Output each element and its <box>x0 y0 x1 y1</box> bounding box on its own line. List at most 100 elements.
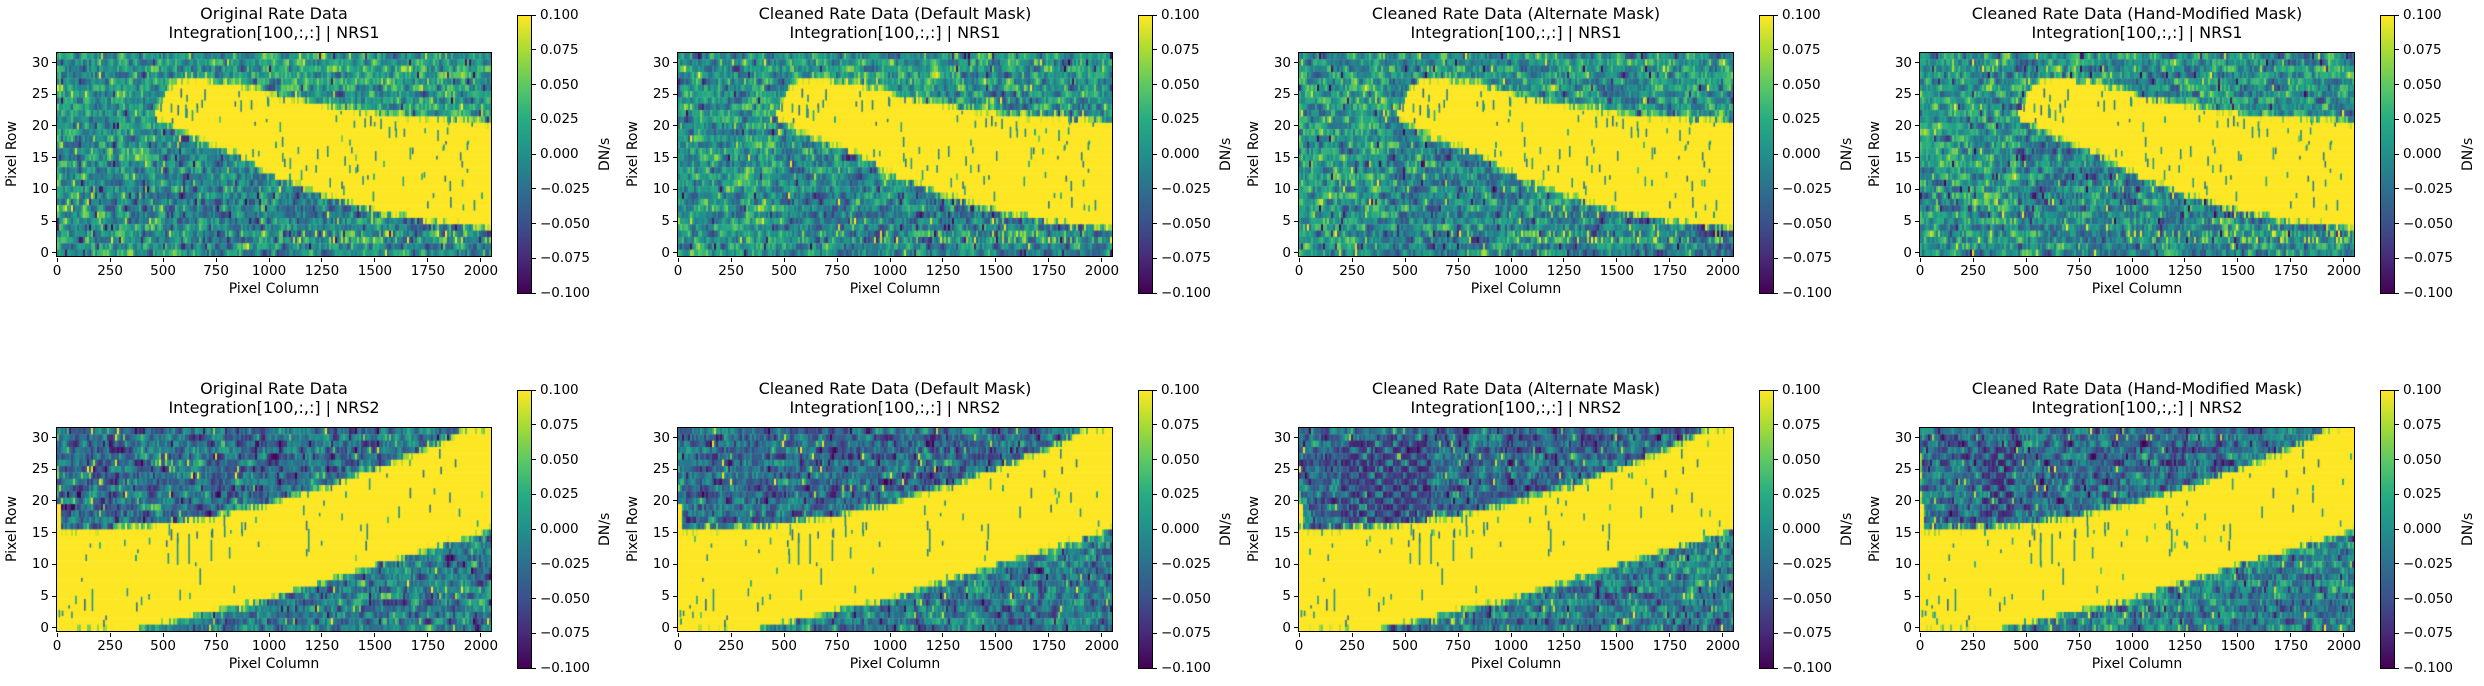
x-tick-mark <box>783 258 785 262</box>
x-tick-label: 0 <box>1294 263 1304 279</box>
x-tick-label: 0 <box>1915 638 1925 654</box>
colorbar-tick-mark <box>1774 188 1778 190</box>
y-tick-label: 5 <box>1282 588 1291 605</box>
y-tick-label: 0 <box>1282 244 1291 261</box>
colorbar-tick-label: −0.025 <box>2403 180 2453 197</box>
x-tick-mark <box>480 258 482 262</box>
y-tick-mark <box>52 62 56 64</box>
colorbar-label: DN/s <box>2460 137 2476 172</box>
colorbar-label: DN/s <box>1218 512 1234 547</box>
colorbar-tick-label: 0.000 <box>540 146 579 162</box>
y-tick-label: 5 <box>661 213 670 230</box>
x-tick-label: 750 <box>824 638 850 654</box>
y-tick-label: 30 <box>31 429 49 446</box>
y-tick-mark <box>52 627 56 629</box>
y-tick-mark <box>1294 468 1298 470</box>
x-tick-label: 500 <box>150 638 176 654</box>
y-tick-mark <box>1915 595 1919 597</box>
colorbar-tick-label: 0.075 <box>1782 41 1821 58</box>
x-tick-label: 1750 <box>2273 263 2309 279</box>
x-tick-label: 2000 <box>1705 263 1741 279</box>
x-tick-label: 1000 <box>872 263 908 279</box>
y-tick-label: 5 <box>1282 213 1291 230</box>
panel-cleaned-handmodified-nrs2: Cleaned Rate Data (Hand-Modified Mask) I… <box>1863 343 2484 686</box>
colorbar-tick-label: −0.100 <box>540 285 590 301</box>
y-tick-label: 25 <box>1894 461 1912 478</box>
x-tick-label: 1000 <box>251 638 287 654</box>
x-tick-label: 1000 <box>2114 638 2150 654</box>
x-tick-mark <box>677 258 679 262</box>
x-tick-mark <box>321 633 323 637</box>
y-tick-mark <box>1294 627 1298 629</box>
colorbar-tick-label: 0.025 <box>540 111 579 128</box>
y-tick-mark <box>1915 220 1919 222</box>
y-tick-mark <box>52 532 56 534</box>
x-tick-label: 1250 <box>304 638 340 654</box>
y-tick-label: 25 <box>652 86 670 103</box>
x-tick-label: 1500 <box>2220 638 2256 654</box>
x-tick-mark <box>1616 258 1618 262</box>
y-tick-label: 10 <box>1273 181 1291 198</box>
panel-cleaned-default-nrs1: Cleaned Rate Data (Default Mask) Integra… <box>621 0 1242 343</box>
x-tick-label: 250 <box>1960 638 1986 654</box>
colorbar-tick-label: 0.025 <box>1161 111 1200 128</box>
x-tick-label: 250 <box>1960 263 1986 279</box>
heatmap-canvas <box>678 428 1112 631</box>
y-tick-mark <box>52 500 56 502</box>
colorbar-tick-mark <box>532 563 536 565</box>
colorbar <box>2380 390 2395 669</box>
heatmap-plot <box>1298 52 1734 257</box>
x-tick-label: 1250 <box>2167 263 2203 279</box>
y-tick-label: 15 <box>652 524 670 541</box>
x-tick-mark <box>1722 633 1724 637</box>
colorbar-tick-label: 0.050 <box>1161 451 1200 468</box>
colorbar-tick-mark <box>1774 667 1778 669</box>
colorbar-tick-mark <box>532 389 536 391</box>
heatmap-plot <box>56 52 492 257</box>
y-tick-label: 5 <box>1903 588 1912 605</box>
colorbar-tick-label: −0.050 <box>1161 215 1211 232</box>
y-tick-mark <box>1294 220 1298 222</box>
x-tick-label: 500 <box>2013 638 2039 654</box>
y-tick-label: 20 <box>1894 492 1912 509</box>
colorbar-tick-label: −0.025 <box>1161 180 1211 197</box>
y-tick-label: 15 <box>652 149 670 166</box>
x-tick-mark <box>942 258 944 262</box>
colorbar-tick-mark <box>532 188 536 190</box>
heatmap-canvas <box>1299 53 1733 256</box>
colorbar-tick-label: 0.025 <box>2403 111 2442 128</box>
y-tick-mark <box>1915 125 1919 127</box>
colorbar-tick-label: 0.050 <box>1782 76 1821 93</box>
y-tick-label: 20 <box>1273 117 1291 134</box>
colorbar-tick-mark <box>532 84 536 85</box>
colorbar-tick-label: 0.025 <box>540 486 579 503</box>
colorbar-tick-label: −0.025 <box>540 555 590 572</box>
colorbar-tick-mark <box>2395 292 2399 294</box>
heatmap-plot <box>56 427 492 632</box>
colorbar-tick-label: −0.050 <box>1161 590 1211 607</box>
x-tick-mark <box>268 258 270 262</box>
plot-subtitle: Integration[100,:,:] | NRS2 <box>168 398 380 417</box>
y-tick-mark <box>673 93 677 95</box>
colorbar <box>1138 390 1153 669</box>
y-tick-mark <box>673 500 677 502</box>
heatmap-plot <box>677 427 1113 632</box>
x-tick-mark <box>1351 258 1353 262</box>
x-tick-mark <box>730 633 732 637</box>
colorbar-tick-label: −0.050 <box>1782 590 1832 607</box>
colorbar-tick-label: −0.075 <box>540 625 590 642</box>
y-tick-label: 0 <box>1282 619 1291 636</box>
x-tick-label: 750 <box>1445 638 1471 654</box>
colorbar-tick-label: −0.050 <box>1782 215 1832 232</box>
y-tick-label: 30 <box>31 54 49 71</box>
colorbar-tick-mark <box>1153 632 1157 634</box>
x-tick-mark <box>1404 258 1406 262</box>
x-tick-mark <box>268 633 270 637</box>
y-tick-mark <box>52 188 56 190</box>
y-tick-mark <box>52 468 56 470</box>
colorbar-tick-mark <box>1153 424 1157 426</box>
x-tick-mark <box>2237 258 2239 262</box>
y-tick-mark <box>1915 468 1919 470</box>
x-tick-label: 1000 <box>1493 638 1529 654</box>
x-tick-label: 750 <box>824 263 850 279</box>
